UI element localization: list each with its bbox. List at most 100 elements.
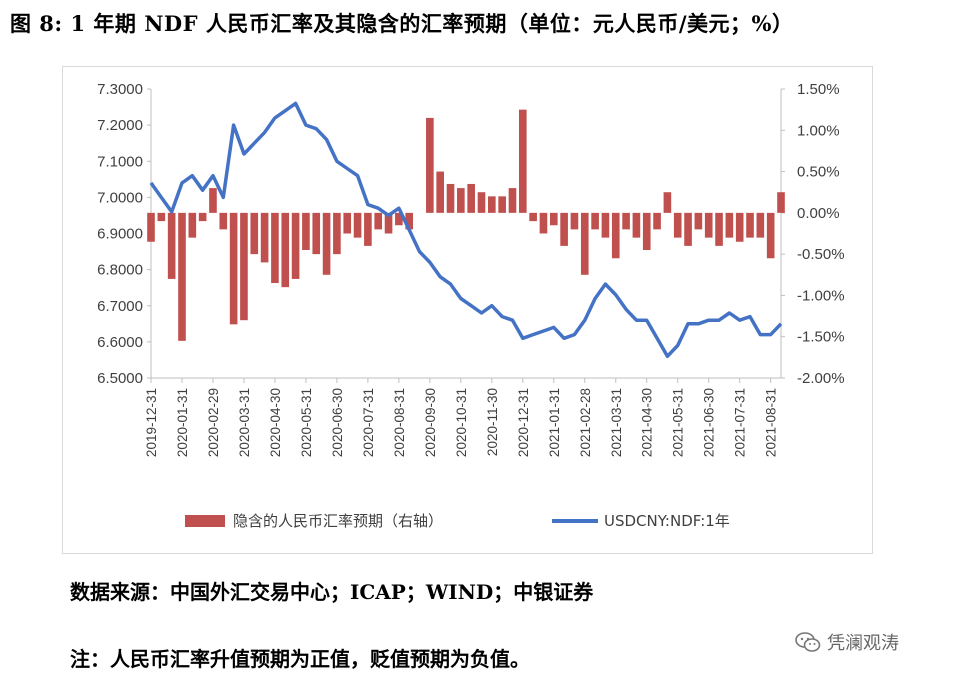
x-tick-label: 2020-02-29 — [206, 388, 221, 457]
bar-expectation — [384, 212, 393, 234]
y-right-tick-label: 1.50% — [797, 81, 840, 98]
line-usdcny-ndf — [149, 101, 783, 359]
bar-expectation — [632, 212, 641, 238]
x-tick-label: 2020-12-31 — [516, 388, 531, 457]
bar-expectation — [291, 212, 300, 279]
bar-expectation — [240, 212, 248, 321]
bar-expectation — [333, 212, 341, 255]
y-right-tick-label: 0.00% — [797, 205, 840, 222]
bar-expectation — [704, 212, 713, 238]
bar-expectation — [426, 117, 434, 213]
legend-label-bar: 隐含的人民币汇率预期（右轴） — [233, 512, 443, 530]
bar-expectation — [580, 212, 589, 275]
bar-expectation — [725, 212, 734, 238]
x-tick-label: 2019-12-31 — [144, 388, 159, 457]
x-tick-label: 2020-08-31 — [392, 388, 407, 457]
watermark-text: 凭澜观涛 — [827, 633, 899, 654]
x-tick-label: 2020-01-31 — [175, 388, 190, 457]
y-right-tick-label: -2.00% — [797, 370, 845, 387]
bar-expectation — [488, 196, 496, 213]
bar-expectation — [147, 212, 155, 242]
watermark: 凭澜观涛 — [795, 628, 899, 656]
bar-expectation — [178, 212, 186, 341]
x-tick-label: 2021-01-31 — [547, 388, 562, 457]
bar-expectation — [457, 188, 465, 213]
bar-expectation — [642, 212, 651, 251]
x-tick-label: 2021-07-31 — [733, 388, 748, 457]
x-tick-label: 2021-04-30 — [640, 388, 655, 457]
data-source-line: 数据来源：中国外汇交易中心；ICAP；WIND；中银证券 — [70, 580, 594, 604]
bar-expectation — [570, 212, 579, 230]
bar-expectation — [405, 212, 414, 230]
bar-expectation — [518, 109, 527, 213]
x-tick-label: 2021-05-31 — [671, 388, 686, 457]
bar-expectation — [746, 212, 754, 238]
bar-expectation — [436, 171, 444, 213]
legend-label-line: USDCNY:NDF:1年 — [604, 512, 730, 530]
x-tick-label: 2020-10-31 — [454, 388, 469, 457]
bar-expectation — [766, 212, 775, 259]
bar-expectation — [622, 212, 630, 230]
bar-expectation — [467, 183, 475, 213]
y-left-tick-label: 7.1000 — [97, 153, 143, 170]
bar-expectation — [188, 212, 197, 238]
y-left-tick-label: 6.7000 — [97, 298, 143, 315]
y-left-tick-label: 7.2000 — [97, 117, 143, 134]
bar-expectation — [281, 212, 290, 288]
bar-expectation — [663, 192, 672, 213]
bar-expectation — [715, 212, 723, 246]
bar-expectation — [591, 212, 599, 230]
bar-expectation — [694, 212, 703, 230]
y-left-tick-label: 6.6000 — [97, 334, 143, 351]
y-right-tick-label: 0.50% — [797, 164, 840, 181]
bar-expectation — [735, 212, 744, 242]
x-tick-label: 2020-05-31 — [299, 388, 314, 457]
bar-expectation — [611, 212, 620, 259]
bar-expectation — [756, 212, 765, 238]
bar-expectation — [322, 212, 331, 275]
x-tick-label: 2020-11-30 — [485, 388, 500, 456]
bar-expectation — [198, 212, 207, 222]
bar-expectation — [250, 212, 259, 255]
bar-expectation — [219, 212, 228, 230]
bar-expectation — [395, 212, 403, 226]
bar-expectation — [673, 212, 682, 238]
bar-expectation — [777, 192, 785, 213]
x-tick-label: 2021-08-31 — [764, 388, 779, 457]
bar-expectation — [312, 212, 321, 255]
bar-expectation — [374, 212, 383, 230]
x-tick-label: 2020-09-30 — [423, 388, 438, 457]
y-right-tick-label: 1.00% — [797, 122, 840, 139]
bar-expectation — [229, 212, 238, 325]
x-tick-label: 2021-06-30 — [702, 388, 717, 457]
y-left-tick-label: 6.9000 — [97, 226, 143, 243]
bar-expectation — [157, 212, 166, 222]
bar-expectation — [601, 212, 610, 238]
chart-canvas: 7.3000 7.2000 7.1000 7.0000 6.9000 6.8000 6.70… — [97, 81, 845, 530]
bar-expectation — [343, 212, 352, 234]
bar-expectation — [539, 212, 548, 234]
y-left-tick-label: 7.3000 — [97, 81, 143, 98]
chart-container: 7.3000 7.2000 7.1000 7.0000 6.9000 6.8000 6.70… — [62, 66, 873, 554]
bar-expectation — [167, 212, 176, 279]
y-right-tick-label: -0.50% — [797, 246, 845, 263]
x-tick-label: 2021-03-31 — [609, 388, 624, 457]
x-tick-label: 2020-07-31 — [361, 388, 376, 457]
bar-expectation — [498, 196, 506, 213]
bar-expectation — [209, 188, 217, 213]
y-left-tick-label: 6.5000 — [97, 370, 143, 387]
y-right-tick-label: -1.50% — [797, 329, 845, 346]
note-line: 注：人民币汇率升值预期为正值，贬值预期为负值。 — [70, 647, 530, 671]
figure-title: 图 8: 1 年期 NDF 人民币汇率及其隐含的汇率预期（单位：元人民币/美元；… — [10, 11, 794, 36]
bar-expectation — [684, 212, 692, 246]
legend-swatch-bar — [185, 515, 225, 527]
bar-expectation — [446, 183, 455, 213]
bar-expectation — [477, 192, 486, 213]
bar-expectation — [302, 212, 310, 251]
x-tick-label: 2021-02-28 — [578, 388, 593, 457]
bar-expectation — [560, 212, 568, 246]
y-left-tick-label: 6.8000 — [97, 262, 143, 279]
y-right-tick-label: -1.00% — [797, 287, 845, 304]
x-tick-label: 2020-04-30 — [268, 388, 283, 457]
bar-expectation — [364, 212, 372, 246]
